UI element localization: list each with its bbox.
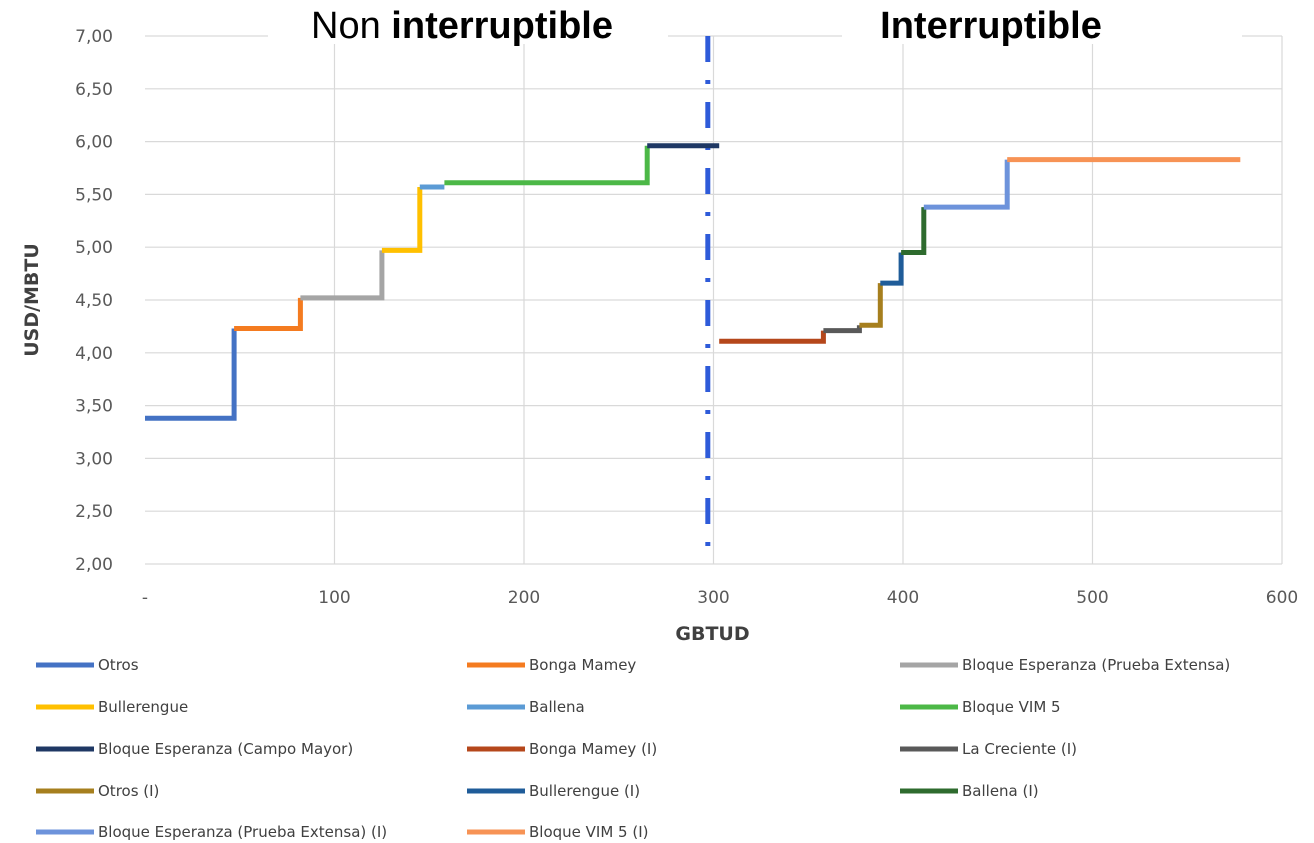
series-line xyxy=(901,207,927,255)
legend-item: Bullerengue (I) xyxy=(467,782,640,800)
x-axis-title: GBTUD xyxy=(675,623,749,645)
series-line xyxy=(300,250,385,301)
legend: Otros Bonga Mamey Bloque Esperanza (Prueba… xyxy=(36,656,1230,841)
x-tick-label: 600 xyxy=(1266,588,1298,608)
y-tick-label: 4,50 xyxy=(75,291,113,311)
legend-label: Bloque VIM 5 (I) xyxy=(529,823,649,841)
y-axis-title: USD/MBTU xyxy=(21,243,43,357)
legend-label: Bloque Esperanza (Prueba Extensa) (I) xyxy=(98,823,387,841)
y-tick-label: 3,00 xyxy=(75,449,113,469)
legend-label: Ballena (I) xyxy=(962,782,1039,800)
legend-label: Bonga Mamey xyxy=(529,656,636,674)
series-line xyxy=(381,187,423,253)
legend-item: La Creciente (I) xyxy=(900,740,1077,758)
y-tick-label: 2,00 xyxy=(75,555,113,575)
series-line xyxy=(823,325,862,334)
legend-label: Ballena xyxy=(529,698,585,716)
region-label-non-interruptible: Non interruptible xyxy=(311,5,613,47)
legend-item: Bullerengue xyxy=(36,698,188,716)
legend-item: Otros (I) xyxy=(36,782,159,800)
y-tick-labels: 2,00 2,50 3,00 3,50 4,00 4,50 5,00 5,50 6,00 6,50… xyxy=(75,27,113,575)
x-tick-label: 500 xyxy=(1076,588,1108,608)
legend-item: Bloque VIM 5 (I) xyxy=(467,823,649,841)
series-line xyxy=(880,252,904,286)
y-tick-label: 2,50 xyxy=(75,502,113,522)
region-label-backing xyxy=(842,0,1242,44)
legend-label: Otros xyxy=(98,656,139,674)
legend-item: Bonga Mamey xyxy=(467,656,636,674)
region-label-backing xyxy=(268,0,668,44)
y-tick-label: 5,50 xyxy=(75,185,113,205)
legend-label: Otros (I) xyxy=(98,782,159,800)
legend-item: Bloque VIM 5 xyxy=(900,698,1061,716)
series-lines xyxy=(145,143,1241,421)
legend-item: Bloque Esperanza (Campo Mayor) xyxy=(36,740,353,758)
series-line xyxy=(719,330,826,344)
x-tick-label: 200 xyxy=(508,588,540,608)
legend-item: Bloque Esperanza (Prueba Extensa) xyxy=(900,656,1230,674)
region-label-interruptible: Interruptible xyxy=(880,5,1102,47)
series-line xyxy=(145,328,237,421)
legend-label: Bloque VIM 5 xyxy=(962,698,1061,716)
legend-item: Ballena xyxy=(467,698,585,716)
series-line xyxy=(859,283,883,328)
x-tick-label: - xyxy=(142,588,148,608)
y-tick-label: 6,00 xyxy=(75,133,113,153)
region-labels: Non interruptible Interruptible xyxy=(268,0,1242,47)
x-tick-label: 100 xyxy=(318,588,350,608)
legend-item: Otros xyxy=(36,656,139,674)
y-tick-label: 4,00 xyxy=(75,344,113,364)
y-tick-label: 6,50 xyxy=(75,80,113,100)
legend-label: Bonga Mamey (I) xyxy=(529,740,657,758)
legend-label: Bloque Esperanza (Campo Mayor) xyxy=(98,740,353,758)
legend-label: Bloque Esperanza (Prueba Extensa) xyxy=(962,656,1230,674)
legend-item: Bloque Esperanza (Prueba Extensa) (I) xyxy=(36,823,387,841)
x-tick-labels: - 100 200 300 400 500 600 xyxy=(142,588,1298,608)
series-line xyxy=(923,159,1010,210)
legend-label: Bullerengue xyxy=(98,698,188,716)
y-tick-label: 7,00 xyxy=(75,27,113,47)
y-tick-label: 3,50 xyxy=(75,397,113,417)
x-tick-label: 300 xyxy=(697,588,729,608)
legend-label: La Creciente (I) xyxy=(962,740,1077,758)
x-tick-label: 400 xyxy=(887,588,919,608)
series-line xyxy=(444,145,650,186)
y-tick-label: 5,00 xyxy=(75,238,113,258)
legend-item: Ballena (I) xyxy=(900,782,1039,800)
legend-label: Bullerengue (I) xyxy=(529,782,640,800)
legend-item: Bonga Mamey (I) xyxy=(467,740,657,758)
series-line xyxy=(234,297,303,331)
